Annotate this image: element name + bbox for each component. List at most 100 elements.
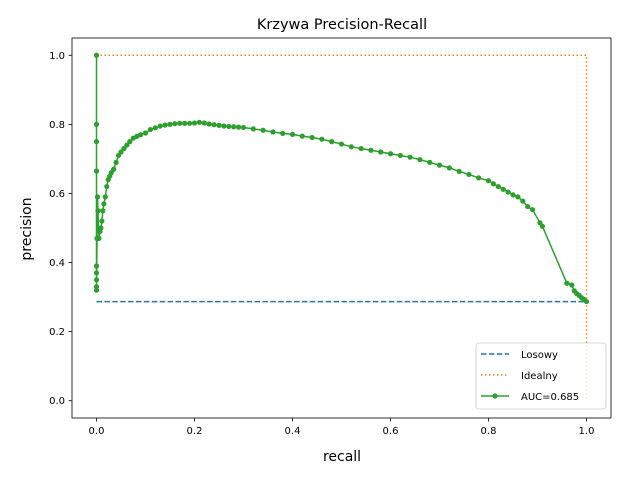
axis-ticks: 0.0 0.2 0.4 0.6 0.8 1.0 0.0 0.2 0.4 0.6 0.8 1.0 [49,51,594,437]
data-point [95,208,101,214]
data-point [211,122,217,128]
y-axis-label: precision [19,197,35,260]
data-point [236,124,242,130]
data-point [530,207,536,213]
data-point [101,201,107,207]
data-point [397,152,403,159]
legend-marker-auc [492,393,498,399]
data-point [113,159,119,165]
y-tick-label: 1.0 [49,51,65,62]
data-point [127,139,133,145]
data-point [427,159,433,165]
x-tick-label: 0.6 [383,426,399,437]
data-point [539,223,546,229]
data-point [93,270,100,276]
data-point [368,147,374,153]
data-point [583,298,590,305]
x-tick-label: 0.8 [481,426,497,437]
data-point [93,52,100,58]
data-point [490,181,496,187]
data-point [98,225,104,231]
y-tick-label: 0.0 [49,396,65,407]
data-point [510,192,516,198]
legend: Losowy Idealny AUC=0.685 [475,342,607,410]
y-tick-label: 0.6 [49,189,65,200]
data-point [111,166,117,172]
data-point [299,133,305,139]
data-point [289,131,296,137]
data-point [260,127,266,133]
data-point [564,280,570,286]
data-point [476,175,482,181]
data-point [387,151,394,157]
data-point [240,124,247,131]
data-point [196,119,202,125]
data-point [495,183,501,190]
data-point [226,123,232,130]
data-point [157,123,163,129]
data-point [93,139,100,145]
data-point [182,120,188,126]
axes-frame [71,37,612,419]
data-point [94,194,101,200]
x-tick-label: 0.0 [89,426,105,437]
data-point [118,149,124,155]
data-point [93,277,100,283]
data-point [338,141,345,147]
data-point [466,171,472,178]
data-point [124,142,130,148]
legend-label-losowy: Losowy [521,350,558,361]
data-point [187,120,193,126]
x-tick-label: 1.0 [579,426,595,437]
data-point [152,125,158,131]
data-point [280,130,286,136]
x-tick-label: 0.4 [285,426,301,437]
plot-area [93,52,590,401]
legend-label-idealny: Idealny [521,371,558,382]
data-point [329,139,335,145]
data-point [93,287,100,293]
data-point [436,162,443,168]
data-point [142,130,149,136]
data-point [525,203,531,210]
data-point [121,145,127,152]
data-point [147,126,153,133]
chart-title: Krzywa Precision-Recall [257,17,427,33]
data-point [500,186,506,192]
data-point [104,183,110,190]
y-tick-label: 0.4 [49,258,65,269]
data-point [167,121,173,127]
data-point [93,168,100,174]
data-point [162,122,168,128]
data-point [100,208,106,214]
data-point [206,121,212,127]
data-point [93,263,100,269]
data-point [221,123,227,129]
x-tick-label: 0.2 [187,426,203,437]
x-axis-label: recall [323,449,361,465]
data-point [138,132,144,138]
data-point [102,194,108,200]
data-point [309,134,315,141]
data-point [446,165,452,171]
data-point [99,218,105,224]
legend-box [475,342,607,410]
data-point [201,120,207,126]
data-point [172,121,178,127]
data-point [417,157,423,163]
legend-label-auc: AUC=0.685 [521,392,579,403]
data-point [515,194,521,200]
series-line-1 [96,54,588,401]
data-point [378,149,384,155]
data-point [407,154,413,160]
data-point [456,168,462,174]
data-point [569,282,575,288]
data-point [191,120,198,126]
y-tick-label: 0.2 [49,327,65,338]
data-point [134,133,140,140]
data-point [96,235,102,241]
data-point [348,144,354,150]
data-point [231,124,237,130]
data-point [520,198,526,204]
